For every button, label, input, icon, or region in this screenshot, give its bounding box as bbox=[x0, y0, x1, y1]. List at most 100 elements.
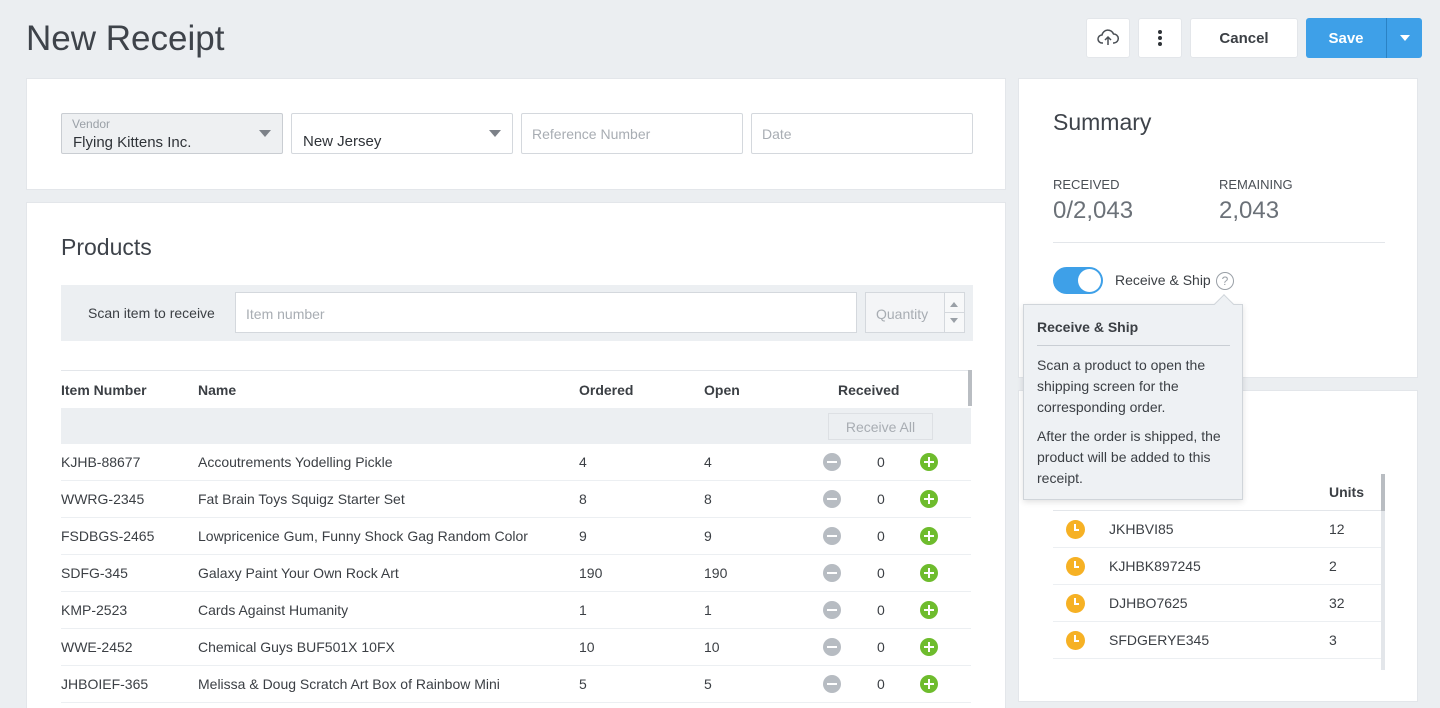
remaining-label: REMAINING bbox=[1219, 177, 1293, 192]
top-actions: Cancel Save bbox=[1086, 18, 1422, 58]
pending-items-table: Units JKHBVI85 12 KJHBK897245 2 DJHBO762… bbox=[1053, 474, 1383, 659]
products-table-subheader: Receive All bbox=[61, 408, 971, 444]
decrement-icon[interactable] bbox=[823, 601, 841, 619]
received-cell: 0 bbox=[877, 565, 885, 581]
scan-label: Scan item to receive bbox=[88, 305, 215, 321]
ordered-cell: 5 bbox=[579, 676, 587, 692]
help-icon[interactable]: ? bbox=[1216, 272, 1234, 290]
tooltip-paragraph: Scan a product to open the shipping scre… bbox=[1037, 357, 1206, 415]
quantity-stepper[interactable] bbox=[944, 293, 964, 332]
cancel-button[interactable]: Cancel bbox=[1190, 18, 1298, 58]
upload-button[interactable] bbox=[1086, 18, 1130, 58]
list-item[interactable]: SFDGERYE345 3 bbox=[1053, 622, 1383, 659]
column-units: Units bbox=[1329, 484, 1364, 500]
caret-down-icon bbox=[259, 130, 271, 137]
increment-icon[interactable] bbox=[920, 564, 938, 582]
date-input[interactable]: Date bbox=[751, 113, 973, 154]
decrement-icon[interactable] bbox=[823, 564, 841, 582]
item-number-cell: JHBOIEF-365 bbox=[61, 676, 149, 692]
list-item[interactable]: KJHBK897245 2 bbox=[1053, 548, 1383, 585]
date-placeholder: Date bbox=[762, 126, 792, 142]
open-cell: 8 bbox=[704, 491, 712, 507]
save-options-dropdown[interactable] bbox=[1386, 18, 1422, 58]
receive-and-ship-label: Receive & Ship bbox=[1115, 272, 1211, 288]
quantity-placeholder: Quantity bbox=[876, 306, 929, 322]
table-row: WWRG-2345 Fat Brain Toys Squigz Starter … bbox=[61, 481, 971, 518]
products-table-header: Item Number Name Ordered Open Received bbox=[61, 370, 971, 408]
item-number-cell: KMP-2523 bbox=[61, 602, 128, 618]
increment-icon[interactable] bbox=[920, 601, 938, 619]
stepper-down-icon[interactable] bbox=[950, 318, 958, 323]
item-number-cell: WWE-2452 bbox=[61, 639, 133, 655]
products-card: Products Scan item to receive Item numbe… bbox=[26, 202, 1006, 708]
reference-number-input[interactable]: Reference Number bbox=[521, 113, 743, 154]
column-item-number: Item Number bbox=[61, 382, 147, 398]
toggle-knob bbox=[1078, 269, 1101, 292]
scan-bar: Scan item to receive Item number Quantit… bbox=[61, 285, 973, 341]
name-cell: Lowpricenice Gum, Funny Shock Gag Random… bbox=[198, 528, 528, 544]
table-row: KJHB-88677 Accoutrements Yodelling Pickl… bbox=[61, 444, 971, 481]
clock-icon bbox=[1066, 520, 1085, 539]
pending-units: 12 bbox=[1329, 521, 1345, 537]
products-table: Item Number Name Ordered Open Received R… bbox=[61, 370, 971, 703]
pending-item-number: DJHBO7625 bbox=[1109, 595, 1188, 611]
ordered-cell: 190 bbox=[579, 565, 603, 581]
received-cell: 0 bbox=[877, 491, 885, 507]
tooltip-title: Receive & Ship bbox=[1037, 319, 1139, 335]
receive-and-ship-toggle[interactable] bbox=[1053, 267, 1103, 294]
increment-icon[interactable] bbox=[920, 527, 938, 545]
open-cell: 4 bbox=[704, 454, 712, 470]
item-number-cell: KJHB-88677 bbox=[61, 454, 141, 470]
receive-and-ship-tooltip: Receive & Ship Scan a product to open th… bbox=[1023, 294, 1243, 500]
list-item[interactable]: DJHBO7625 32 bbox=[1053, 585, 1383, 622]
quantity-input[interactable]: Quantity bbox=[865, 292, 965, 333]
stepper-up-icon[interactable] bbox=[950, 302, 958, 307]
received-cell: 0 bbox=[877, 528, 885, 544]
tooltip-paragraph: After the order is shipped, the product … bbox=[1037, 428, 1221, 486]
column-name: Name bbox=[198, 382, 237, 398]
more-vertical-icon bbox=[1158, 30, 1162, 46]
increment-icon[interactable] bbox=[920, 675, 938, 693]
ordered-cell: 8 bbox=[579, 491, 587, 507]
received-cell: 0 bbox=[877, 639, 885, 655]
table-row: JHBOIEF-365 Melissa & Doug Scratch Art B… bbox=[61, 666, 971, 703]
ordered-cell: 4 bbox=[579, 454, 587, 470]
decrement-icon[interactable] bbox=[823, 527, 841, 545]
receive-all-button[interactable]: Receive All bbox=[828, 413, 933, 440]
summary-title: Summary bbox=[1053, 109, 1152, 135]
received-label: RECEIVED bbox=[1053, 177, 1120, 192]
products-scrollbar[interactable] bbox=[968, 370, 972, 406]
location-select[interactable]: New Jersey bbox=[291, 113, 513, 154]
receipt-details-card: Vendor Flying Kittens Inc. New Jersey Re… bbox=[26, 78, 1006, 190]
column-ordered: Ordered bbox=[579, 382, 634, 398]
vendor-label: Vendor bbox=[72, 117, 111, 131]
increment-icon[interactable] bbox=[920, 638, 938, 656]
decrement-icon[interactable] bbox=[823, 638, 841, 656]
table-row: WWE-2452 Chemical Guys BUF501X 10FX 10 1… bbox=[61, 629, 971, 666]
ordered-cell: 1 bbox=[579, 602, 587, 618]
item-number-cell: SDFG-345 bbox=[61, 565, 128, 581]
name-cell: Cards Against Humanity bbox=[198, 602, 349, 618]
name-cell: Fat Brain Toys Squigz Starter Set bbox=[198, 491, 405, 507]
more-options-button[interactable] bbox=[1138, 18, 1182, 58]
products-title: Products bbox=[61, 234, 152, 260]
table-row: SDFG-345 Galaxy Paint Your Own Rock Art … bbox=[61, 555, 971, 592]
table-row: FSDBGS-2465 Lowpricenice Gum, Funny Shoc… bbox=[61, 518, 971, 555]
increment-icon[interactable] bbox=[920, 453, 938, 471]
decrement-icon[interactable] bbox=[823, 675, 841, 693]
save-button[interactable]: Save bbox=[1306, 18, 1386, 58]
vendor-select[interactable]: Vendor Flying Kittens Inc. bbox=[61, 113, 283, 154]
decrement-icon[interactable] bbox=[823, 490, 841, 508]
table-row: KMP-2523 Cards Against Humanity 1 1 0 bbox=[61, 592, 971, 629]
pending-items-scrollbar[interactable] bbox=[1381, 474, 1385, 670]
clock-icon bbox=[1066, 631, 1085, 650]
list-item[interactable]: JKHBVI85 12 bbox=[1053, 511, 1383, 548]
pending-item-number: JKHBVI85 bbox=[1109, 521, 1174, 537]
item-number-input[interactable]: Item number bbox=[235, 292, 857, 333]
decrement-icon[interactable] bbox=[823, 453, 841, 471]
divider bbox=[1053, 242, 1385, 243]
increment-icon[interactable] bbox=[920, 490, 938, 508]
tooltip-divider bbox=[1037, 345, 1230, 346]
scrollbar-thumb[interactable] bbox=[1381, 474, 1385, 511]
open-cell: 190 bbox=[704, 565, 728, 581]
